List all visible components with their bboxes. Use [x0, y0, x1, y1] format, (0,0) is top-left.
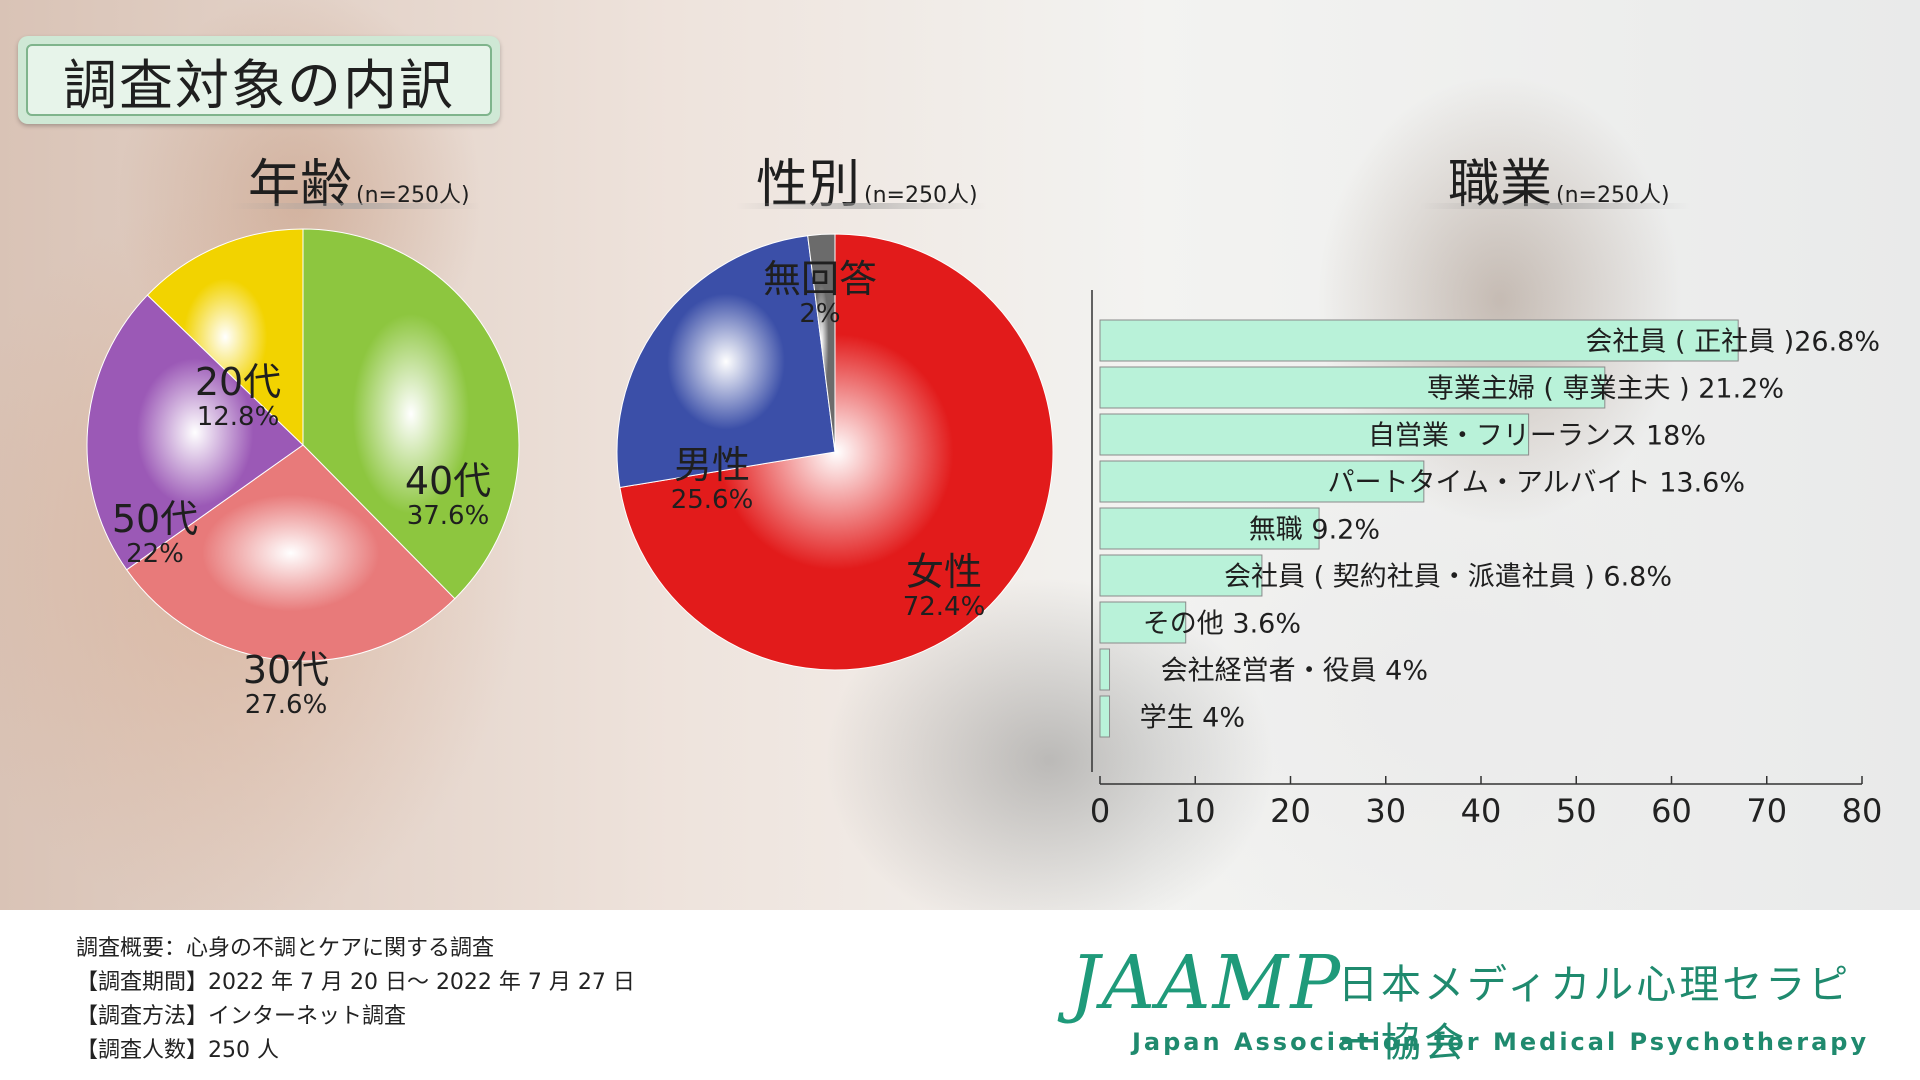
- x-tick-label: 10: [1175, 792, 1216, 830]
- job-bar-label: 自営業・フリーランス 18%: [1368, 421, 1706, 452]
- pie-slice-label: 30代: [243, 648, 329, 692]
- page-title: 調査対象の内訳: [63, 53, 455, 117]
- x-tick-label: 80: [1842, 792, 1883, 830]
- x-tick-label: 0: [1090, 792, 1110, 830]
- job-bar: [1099, 366, 1606, 409]
- title-plaque-inner: 調査対象の内訳: [26, 44, 492, 117]
- job-bar: [1099, 695, 1111, 738]
- job-bar-label: 学生 4%: [1140, 703, 1245, 734]
- pie-slice: [807, 233, 836, 453]
- pie-slice: [616, 235, 836, 489]
- pie-slice-percent: 2%: [799, 299, 840, 329]
- job-bar: [1099, 460, 1425, 503]
- x-tick-label: 40: [1461, 792, 1502, 830]
- pie-slice: [86, 294, 304, 571]
- jaamp-logo: JAAMP 日本メディカル心理セラピー協会 Japan Association …: [1070, 940, 1870, 1066]
- job-bar-label: 専業主婦 ( 専業主夫 ) 21.2%: [1427, 374, 1784, 405]
- pie-slice: [302, 228, 520, 600]
- job-bar-label: 会社員 ( 正社員 )26.8%: [1585, 327, 1880, 358]
- logo-en-name: Japan Association for Medical Psychother…: [1132, 1028, 1870, 1056]
- pie-slice-label: 男性: [674, 443, 750, 487]
- gender-title-underline: [736, 203, 986, 209]
- logo-mark: JAAMP: [1070, 940, 1343, 1026]
- pie-slice-label: 50代: [112, 497, 198, 541]
- pie-slice-label: 女性: [906, 550, 982, 594]
- job-bar: [1099, 413, 1530, 456]
- pie-slice-percent: 37.6%: [407, 501, 490, 531]
- title-plaque: 調査対象の内訳: [18, 36, 500, 124]
- pie-slice-percent: 22%: [126, 539, 184, 569]
- pie-slice-label: 40代: [405, 459, 491, 503]
- age-title-underline: [230, 203, 480, 209]
- x-tick-label: 60: [1651, 792, 1692, 830]
- pie-slice-percent: 12.8%: [197, 402, 280, 432]
- pie-slice: [619, 233, 1054, 671]
- pie-slice: [146, 228, 304, 447]
- survey-info: 調査概要：心身の不調とケアに関する調査 【調査期間】2022 年 7 月 20 …: [76, 932, 635, 1068]
- job-bar-label: 無職 9.2%: [1249, 515, 1380, 546]
- pie-slice-percent: 27.6%: [245, 690, 328, 720]
- job-title-underline: [1420, 203, 1690, 209]
- pie-slice-label: 20代: [195, 360, 281, 404]
- job-bar-label: 会社員 ( 契約社員・派遣社員 ) 6.8%: [1224, 562, 1672, 593]
- survey-count: 【調査人数】250 人: [76, 1038, 279, 1063]
- pie-slice-label: 無回答: [763, 257, 877, 301]
- job-bar: [1099, 507, 1320, 550]
- job-bar: [1099, 554, 1263, 597]
- x-tick-label: 50: [1556, 792, 1597, 830]
- survey-method: 【調査方法】インターネット調査: [76, 1004, 407, 1029]
- job-bar-label: その他 3.6%: [1143, 609, 1301, 640]
- logo-jp-name: 日本メディカル心理セラピー協会: [1338, 962, 1852, 1066]
- pie-slice: [125, 444, 456, 662]
- survey-period: 【調査期間】2022 年 7 月 20 日～ 2022 年 7 月 27 日: [76, 970, 635, 995]
- x-tick-label: 20: [1270, 792, 1311, 830]
- job-bar: [1099, 319, 1739, 362]
- charts-canvas: 40代37.6%30代27.6%50代22%20代12.8%女性72.4%男性2…: [86, 228, 1883, 830]
- x-tick-label: 30: [1365, 792, 1406, 830]
- pie-slice-percent: 25.6%: [671, 485, 754, 515]
- pie-slice-percent: 72.4%: [903, 592, 986, 622]
- footer-panel: [0, 910, 1920, 1080]
- x-tick-label: 70: [1746, 792, 1787, 830]
- job-bar-label: 会社経営者・役員 4%: [1161, 656, 1428, 687]
- job-bar: [1099, 648, 1111, 691]
- survey-overview: 調査概要：心身の不調とケアに関する調査: [76, 936, 495, 961]
- job-bar: [1099, 601, 1187, 644]
- job-bar-label: パートタイム・アルバイト 13.6%: [1327, 468, 1745, 499]
